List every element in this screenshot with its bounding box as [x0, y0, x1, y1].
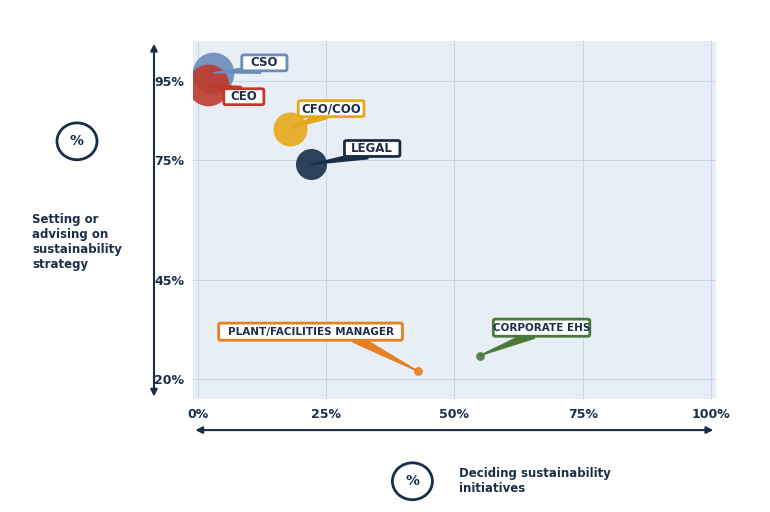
Text: CEO: CEO	[230, 90, 257, 103]
Polygon shape	[208, 85, 241, 94]
Text: Setting or
advising on
sustainability
strategy: Setting or advising on sustainability st…	[32, 213, 122, 271]
FancyBboxPatch shape	[219, 323, 403, 340]
Text: PLANT/FACILITIES MANAGER: PLANT/FACILITIES MANAGER	[228, 327, 393, 337]
Polygon shape	[290, 112, 327, 129]
FancyBboxPatch shape	[494, 319, 590, 336]
Point	[284, 124, 296, 133]
FancyBboxPatch shape	[242, 55, 287, 71]
Polygon shape	[353, 335, 418, 372]
Point	[202, 81, 214, 89]
Polygon shape	[480, 331, 534, 355]
Text: CSO: CSO	[250, 56, 278, 69]
FancyBboxPatch shape	[224, 89, 264, 104]
FancyBboxPatch shape	[298, 101, 364, 117]
FancyBboxPatch shape	[344, 140, 400, 157]
Point	[304, 160, 316, 168]
Text: %: %	[406, 474, 420, 488]
Polygon shape	[213, 65, 261, 73]
Text: CORPORATE EHS: CORPORATE EHS	[493, 323, 591, 333]
Text: Deciding sustainability
initiatives: Deciding sustainability initiatives	[459, 467, 611, 495]
Point	[412, 368, 424, 376]
Point	[207, 69, 219, 77]
Point	[474, 351, 486, 359]
Polygon shape	[310, 151, 368, 164]
Text: LEGAL: LEGAL	[351, 142, 393, 155]
Text: %: %	[70, 134, 84, 148]
Text: CFO/COO: CFO/COO	[301, 102, 361, 115]
